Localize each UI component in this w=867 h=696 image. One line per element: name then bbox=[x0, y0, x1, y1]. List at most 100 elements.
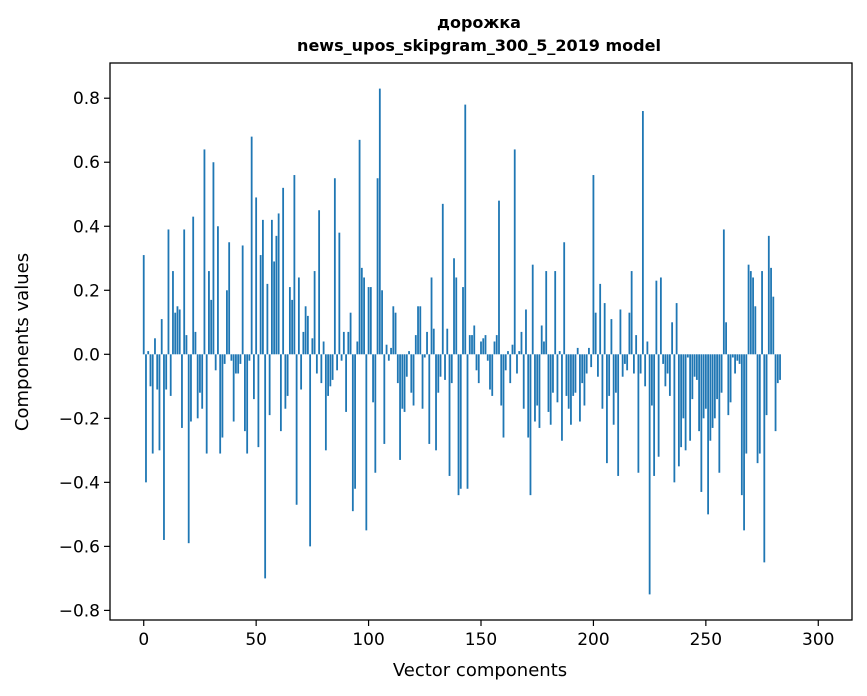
bar-component-12 bbox=[169, 354, 172, 396]
bar-component-58 bbox=[273, 261, 276, 355]
bar-component-135 bbox=[446, 328, 449, 355]
bar-component-81 bbox=[324, 354, 327, 451]
bar-component-170 bbox=[525, 309, 527, 355]
bar-component-153 bbox=[486, 354, 489, 361]
bar-component-255 bbox=[716, 354, 718, 400]
bar-component-52 bbox=[259, 255, 262, 355]
bar-component-186 bbox=[561, 354, 563, 441]
bar-component-107 bbox=[383, 354, 386, 444]
bar-component-244 bbox=[691, 354, 694, 400]
bar-component-18 bbox=[183, 229, 186, 355]
bar-component-61 bbox=[279, 354, 282, 432]
bar-component-240 bbox=[682, 354, 685, 419]
bar-component-276 bbox=[763, 354, 766, 563]
bar-component-225 bbox=[648, 354, 651, 595]
y-tick-label: 0.6 bbox=[73, 153, 100, 173]
bar-component-5 bbox=[154, 338, 156, 355]
bar-component-266 bbox=[740, 354, 743, 496]
bar-component-73 bbox=[306, 315, 309, 355]
bar-component-22 bbox=[192, 216, 195, 355]
bar-component-236 bbox=[673, 354, 676, 483]
bar-component-139 bbox=[455, 277, 458, 355]
bar-component-37 bbox=[226, 290, 228, 355]
bar-component-211 bbox=[617, 354, 620, 476]
bar-component-218 bbox=[633, 354, 635, 374]
bar-component-49 bbox=[253, 354, 255, 400]
bar-component-17 bbox=[181, 354, 183, 428]
bar-component-50 bbox=[255, 197, 258, 355]
bar-component-56 bbox=[268, 354, 271, 416]
bar-component-123 bbox=[419, 306, 422, 355]
bar-component-221 bbox=[639, 354, 642, 374]
bar-component-134 bbox=[444, 354, 446, 380]
bar-component-103 bbox=[374, 354, 377, 473]
bar-component-75 bbox=[311, 338, 314, 355]
bar-component-160 bbox=[502, 354, 505, 438]
bar-component-167 bbox=[518, 351, 521, 355]
bar-component-62 bbox=[282, 187, 285, 355]
bar-component-260 bbox=[727, 354, 730, 416]
bar-component-253 bbox=[711, 354, 714, 428]
bar-component-198 bbox=[588, 347, 590, 355]
bar-component-115 bbox=[401, 354, 404, 409]
bar-component-171 bbox=[527, 354, 530, 438]
bar-component-83 bbox=[329, 354, 332, 387]
bar-component-149 bbox=[477, 354, 480, 384]
bar-component-280 bbox=[772, 296, 775, 355]
y-tick-label: −0.8 bbox=[59, 601, 100, 621]
bar-component-191 bbox=[572, 354, 575, 396]
y-tick-label: 0.2 bbox=[73, 281, 100, 301]
bar-component-64 bbox=[286, 354, 289, 396]
bar-component-165 bbox=[513, 149, 516, 355]
bar-component-91 bbox=[347, 331, 350, 355]
y-tick-label: 0.0 bbox=[73, 345, 100, 365]
bar-component-249 bbox=[702, 354, 705, 419]
bar-component-162 bbox=[507, 351, 509, 355]
bar-component-231 bbox=[662, 354, 665, 364]
bar-component-8 bbox=[160, 319, 163, 355]
bar-component-74 bbox=[309, 354, 312, 547]
bars-group bbox=[142, 88, 781, 595]
bar-component-262 bbox=[731, 354, 734, 358]
bar-component-283 bbox=[779, 354, 781, 380]
bar-component-26 bbox=[201, 354, 204, 409]
bar-component-23 bbox=[194, 331, 197, 355]
bar-component-13 bbox=[172, 271, 174, 355]
bar-component-228 bbox=[655, 280, 658, 355]
bar-component-43 bbox=[239, 354, 242, 364]
x-tick-label: 0 bbox=[138, 630, 149, 650]
bar-component-127 bbox=[428, 354, 431, 444]
bar-component-241 bbox=[684, 354, 687, 451]
bar-component-181 bbox=[549, 354, 552, 425]
bar-component-203 bbox=[599, 283, 602, 355]
bar-component-25 bbox=[199, 354, 201, 393]
x-axis-label: Vector components bbox=[393, 660, 567, 681]
bar-component-227 bbox=[653, 354, 656, 476]
bar-component-54 bbox=[264, 354, 267, 579]
bar-component-48 bbox=[250, 136, 253, 355]
bar-component-120 bbox=[412, 354, 415, 406]
bar-component-131 bbox=[437, 354, 440, 393]
chart-subtitle: news_upos_skipgram_300_5_2019 model bbox=[297, 36, 661, 55]
bar-component-151 bbox=[482, 338, 485, 355]
bar-component-46 bbox=[246, 354, 249, 454]
bar-component-3 bbox=[149, 354, 152, 387]
bar-component-137 bbox=[450, 354, 453, 384]
bar-component-239 bbox=[680, 354, 683, 448]
bar-component-92 bbox=[349, 312, 352, 355]
bar-component-188 bbox=[565, 354, 568, 396]
bar-component-183 bbox=[554, 271, 557, 355]
bar-component-250 bbox=[704, 354, 707, 409]
bar-component-116 bbox=[403, 354, 406, 412]
bar-component-55 bbox=[266, 283, 269, 355]
bar-component-102 bbox=[372, 354, 374, 403]
x-tick-label: 300 bbox=[802, 630, 834, 650]
bar-component-252 bbox=[709, 354, 712, 441]
chart-title: дорожка bbox=[437, 13, 521, 32]
bar-component-150 bbox=[480, 341, 482, 355]
bar-component-118 bbox=[408, 351, 410, 355]
bar-component-95 bbox=[356, 341, 359, 355]
bar-component-204 bbox=[601, 354, 604, 409]
y-tick-label: 0.8 bbox=[73, 89, 100, 109]
